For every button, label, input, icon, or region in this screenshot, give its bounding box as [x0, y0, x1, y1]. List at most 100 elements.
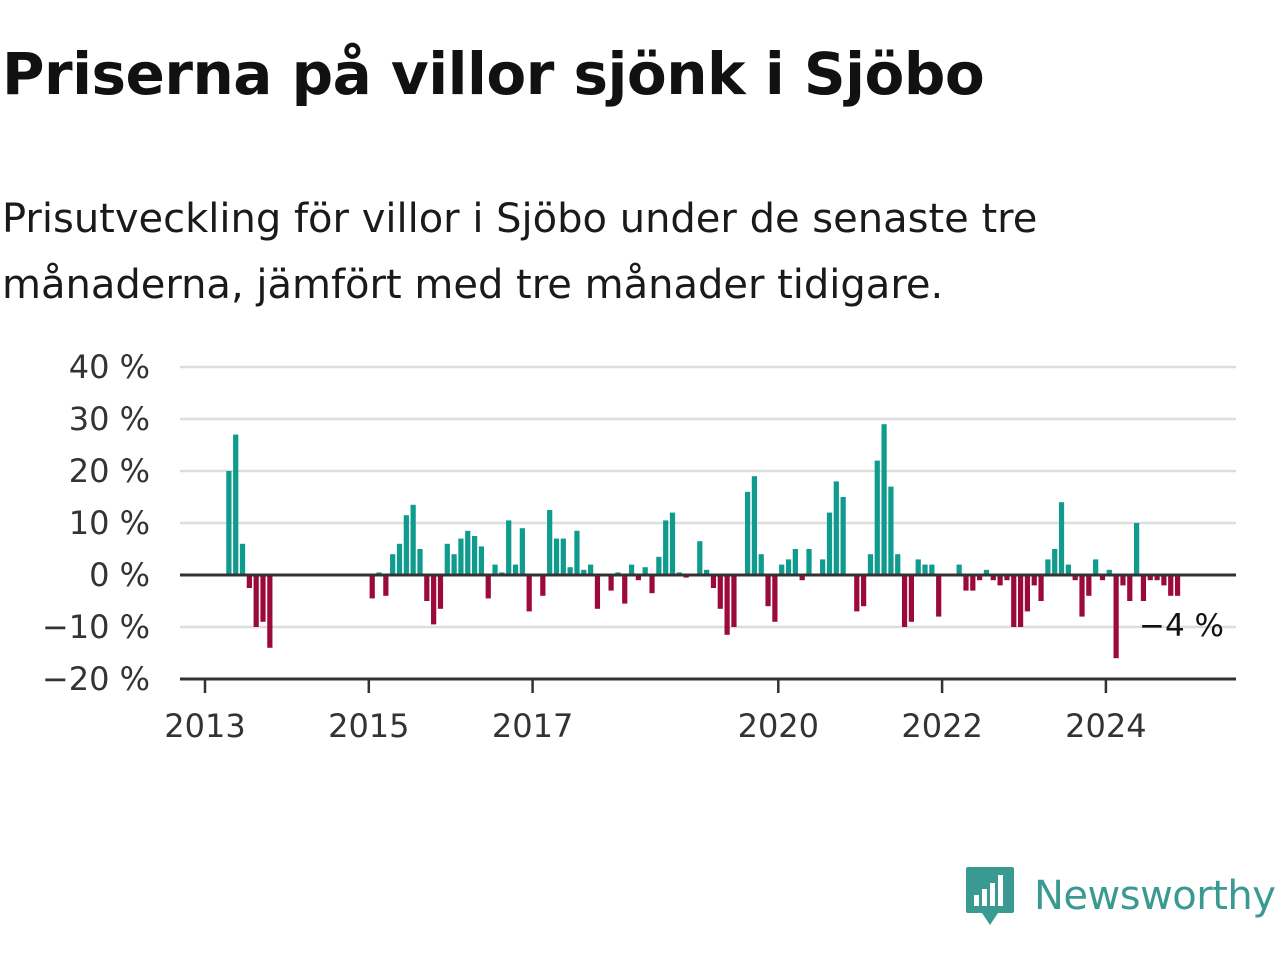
bar: [246, 575, 252, 588]
bar: [1106, 569, 1112, 575]
bar: [553, 538, 560, 575]
bar: [1154, 575, 1160, 581]
y-tick-label: 0 %: [89, 556, 150, 594]
x-tick-label: 2022: [901, 707, 982, 745]
bar: [854, 575, 860, 612]
brand: Newsworthy: [964, 864, 1276, 928]
bar: [983, 569, 990, 575]
bar: [895, 554, 901, 575]
bar: [417, 549, 423, 575]
bar: [710, 575, 717, 588]
bar: [226, 471, 232, 575]
bar: [1140, 575, 1147, 601]
bar: [594, 575, 601, 609]
bar: [826, 512, 833, 575]
bar: [731, 575, 737, 627]
bar: [744, 491, 751, 575]
bar: [1174, 575, 1181, 596]
bar: [881, 424, 887, 575]
bar: [772, 575, 778, 622]
chart-subtitle: Prisutveckling för villor i Sjöbo under …: [2, 196, 1038, 308]
bar: [424, 575, 430, 601]
bar: [1079, 575, 1085, 617]
bar: [431, 575, 437, 625]
bar: [403, 515, 409, 575]
x-tick-label: 2017: [492, 707, 573, 745]
bar: [437, 575, 444, 609]
bar: [478, 546, 485, 575]
y-tick-label: 10 %: [69, 504, 150, 542]
bar: [1086, 575, 1092, 596]
bar: [642, 567, 648, 575]
chart-title: Priserna på villor sjönk i Sjöbo: [2, 40, 985, 108]
bar: [1038, 575, 1044, 601]
bar: [1120, 575, 1126, 586]
bar: [779, 564, 785, 575]
axes: [180, 573, 1236, 693]
bar: [628, 564, 635, 575]
bar: [581, 569, 587, 575]
bar: [908, 575, 914, 622]
bar: [806, 549, 812, 575]
bar: [1168, 575, 1174, 596]
bar: [669, 512, 676, 575]
bar: [1072, 575, 1078, 581]
bar: [396, 543, 403, 575]
bar: [540, 575, 546, 596]
bar: [635, 575, 641, 581]
bar: [929, 564, 935, 575]
bar: [485, 575, 491, 599]
bar: [1147, 575, 1153, 581]
x-tick-label: 2024: [1065, 707, 1146, 745]
bar: [724, 575, 730, 635]
bar: [239, 543, 246, 575]
bar-chart: 40 %30 %20 %10 %0 %−10 %−20 % 2013 2015 20…: [42, 348, 1236, 745]
bar: [792, 549, 798, 575]
newsworthy-logo-icon: [966, 867, 1014, 925]
bar: [956, 564, 962, 575]
bar: [451, 554, 457, 575]
bar: [1017, 575, 1024, 627]
bar: [936, 575, 942, 617]
y-tick-label: 30 %: [69, 400, 150, 438]
bar: [656, 556, 662, 575]
grid-lines: [180, 365, 1236, 629]
bar: [649, 575, 655, 594]
bar: [977, 575, 983, 581]
bar: [1093, 559, 1099, 575]
bar: [1065, 564, 1071, 575]
bar: [560, 538, 566, 575]
bar: [751, 476, 758, 575]
y-axis-labels: 40 % 30 % 20 % 10 % 0 % −10 % −20 %: [42, 348, 150, 698]
bar: [990, 575, 996, 581]
bar: [963, 575, 969, 591]
bar: [874, 460, 880, 575]
bars: [226, 424, 1181, 659]
bar: [1011, 575, 1017, 627]
y-tick-label: 20 %: [69, 452, 150, 490]
x-tick-label: 2015: [328, 707, 409, 745]
bar: [567, 567, 573, 575]
y-tick-label: −20 %: [42, 660, 150, 698]
bar: [260, 575, 266, 622]
bar: [383, 575, 389, 596]
bar: [922, 564, 928, 575]
bar: [1045, 559, 1051, 575]
bar: [622, 575, 628, 604]
x-axis-labels: 2013 2015 2017 2020 2022 2024: [164, 707, 1146, 745]
bar: [704, 569, 710, 575]
bar: [369, 575, 375, 599]
bar: [697, 541, 703, 575]
bar: [574, 530, 580, 575]
bar: [663, 520, 669, 575]
brand-name: Newsworthy: [1034, 873, 1276, 919]
bar: [1161, 575, 1167, 586]
bar: [519, 528, 525, 575]
bar: [1052, 549, 1058, 575]
bar: [833, 481, 839, 575]
bar: [1024, 575, 1031, 612]
bar: [444, 543, 450, 575]
bar: [1099, 575, 1106, 581]
bar: [267, 575, 273, 648]
bar: [1004, 575, 1010, 581]
